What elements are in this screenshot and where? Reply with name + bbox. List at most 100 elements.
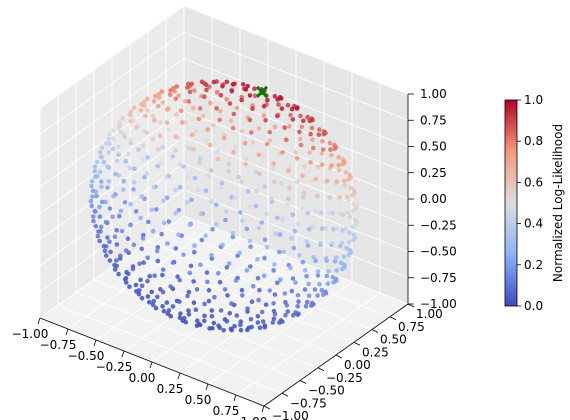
scatter-point: [336, 155, 342, 160]
z-tick-label: 0.25: [420, 166, 447, 180]
scatter-point: [156, 147, 161, 152]
scatter-point: [196, 321, 202, 327]
scatter-point: [282, 291, 288, 296]
scatter-point: [112, 262, 117, 268]
scatter-point: [138, 108, 144, 113]
scatter-point: [215, 271, 221, 276]
scatter-point: [189, 197, 194, 203]
scatter-point: [319, 288, 325, 293]
scatter-point: [269, 199, 275, 205]
scatter-point: [186, 308, 191, 313]
colorbar-tick-label: 0.2: [524, 258, 543, 272]
scatter-point: [145, 255, 150, 261]
scatter-point: [164, 300, 170, 305]
scatter-point: [107, 141, 112, 146]
scatter-point: [243, 87, 249, 92]
scatter-point: [198, 262, 203, 268]
scatter-point: [181, 164, 187, 169]
scatter-point: [159, 231, 164, 237]
scatter-point: [127, 112, 132, 117]
scatter-point: [118, 208, 124, 214]
scatter-point: [166, 219, 172, 224]
scatter-point: [145, 108, 150, 113]
scatter-point: [240, 82, 246, 87]
scatter-point: [133, 209, 139, 214]
scatter-point: [126, 151, 131, 157]
scatter-point: [255, 275, 261, 281]
scatter-point: [161, 198, 166, 203]
scatter-point: [123, 159, 129, 164]
scatter-point: [325, 178, 330, 184]
z-tick-label: 0.00: [420, 192, 447, 206]
scatter-point: [289, 288, 295, 294]
scatter-point: [107, 206, 113, 211]
scatter-point: [136, 147, 141, 152]
scatter-point: [90, 194, 95, 199]
scatter-point: [111, 128, 116, 133]
scatter-point: [227, 311, 233, 316]
scatter-point: [306, 293, 312, 299]
scatter-point: [320, 138, 325, 144]
scatter-point: [272, 311, 278, 317]
scatter-point: [230, 234, 236, 240]
scatter-point: [243, 156, 249, 162]
scatter-point: [347, 230, 352, 235]
y-tick-label: 0.25: [362, 345, 389, 359]
scatter-point: [232, 195, 238, 200]
scatter-point: [139, 194, 144, 199]
scatter-point: [191, 105, 196, 111]
x-tick-mark: [65, 328, 69, 336]
scatter-point: [295, 304, 301, 309]
scatter-point: [121, 178, 127, 184]
scatter-point: [140, 143, 146, 149]
scatter-point: [292, 228, 298, 234]
scatter-point: [346, 177, 352, 182]
scatter-point: [230, 125, 236, 131]
scatter-point: [316, 132, 322, 137]
scatter-point: [216, 323, 221, 329]
scatter-point: [249, 299, 255, 305]
scatter-point: [234, 313, 240, 318]
scatter-point: [116, 271, 121, 277]
scatter-point: [257, 325, 263, 331]
scatter-point: [226, 261, 232, 266]
scatter-point: [339, 266, 345, 272]
scatter-point: [300, 259, 306, 265]
scatter-point: [212, 294, 217, 300]
scatter-point: [209, 253, 214, 258]
grid-line: [39, 5, 185, 109]
scatter-point: [116, 120, 122, 125]
scatter-point: [170, 154, 176, 159]
scatter-point: [173, 246, 179, 251]
scatter-point: [92, 168, 98, 174]
scatter-point: [351, 208, 356, 214]
scatter-point: [206, 298, 212, 304]
scatter-point: [245, 306, 250, 311]
scatter-point: [339, 241, 345, 246]
x-tick-mark: [121, 350, 125, 358]
scatter-point: [247, 117, 253, 123]
scatter-point: [284, 137, 289, 143]
scatter-point: [95, 233, 101, 239]
scatter-point: [245, 327, 250, 333]
scatter-point: [126, 271, 131, 277]
scatter-point: [317, 127, 322, 132]
scatter-point: [300, 173, 305, 179]
scatter-point: [328, 147, 333, 152]
scatter-point: [257, 171, 262, 177]
scatter-point: [145, 294, 151, 299]
scatter-point: [103, 219, 109, 225]
scatter-point: [263, 302, 269, 308]
scatter-point: [185, 293, 190, 299]
scatter-point: [210, 325, 215, 331]
y-tick-label: 0.50: [380, 333, 407, 347]
scatter-point: [262, 184, 268, 189]
y-tick-label: −1.00: [272, 409, 309, 420]
scatter-point: [161, 308, 167, 314]
scatter-point: [222, 287, 228, 292]
scatter-point: [249, 130, 254, 135]
scatter-point: [238, 327, 244, 333]
scatter-point: [267, 138, 273, 143]
scatter-point: [214, 202, 219, 207]
scatter-point: [323, 255, 329, 261]
